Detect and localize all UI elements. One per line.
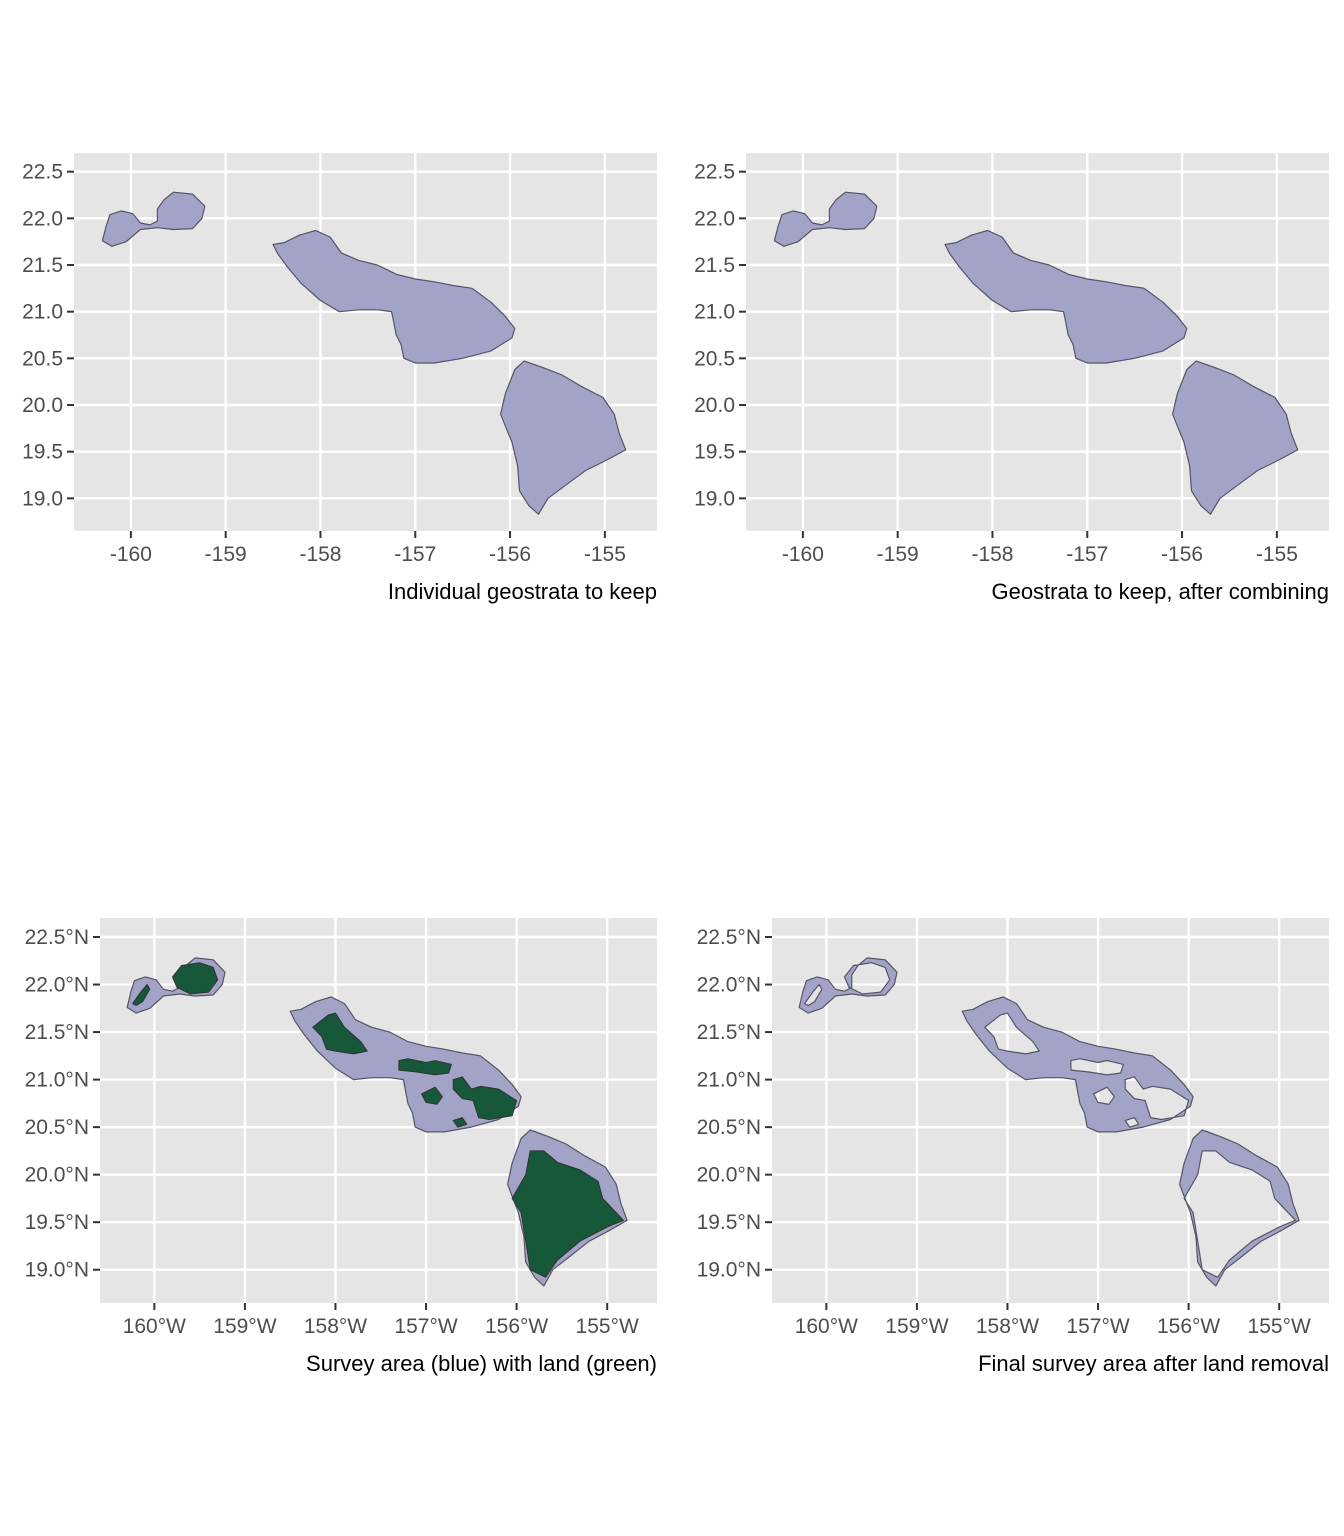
survey-polygon-maui-nui-oahu bbox=[944, 229, 1188, 364]
y-axis: 22.5°N 22.0°N 21.5°N 21.0°N 20.5°N 20.0°N 19.5… bbox=[25, 926, 100, 1282]
survey-minus-land-layer bbox=[798, 957, 1300, 1287]
land-polygon-molokai bbox=[398, 1058, 452, 1076]
map-panel-survey-with-land: 22.5°N 22.0°N 21.5°N 21.0°N 20.5°N 20.0°N 19.5… bbox=[25, 918, 657, 1376]
y-axis: 22.5°N 22.0°N 21.5°N 21.0°N 20.5°N 20.0°N 19.5… bbox=[697, 926, 772, 1282]
y-tick-label: 22.0°N bbox=[697, 974, 761, 997]
x-tick-label: 157°W bbox=[1066, 1315, 1129, 1338]
y-tick-label: 22.5°N bbox=[25, 926, 89, 949]
x-tick-label: -158 bbox=[971, 543, 1013, 566]
x-tick-label: -156 bbox=[1161, 543, 1203, 566]
survey-area-layer bbox=[773, 191, 1299, 515]
land-polygon-hawaii bbox=[511, 1150, 624, 1278]
y-tick-label: 22.5 bbox=[22, 161, 63, 184]
x-tick-label: 158°W bbox=[976, 1315, 1039, 1338]
y-tick-label: 22.5 bbox=[694, 161, 735, 184]
x-tick-label: 156°W bbox=[485, 1315, 548, 1338]
map-panel-combined-geostrata: 22.5 22.0 21.5 21.0 20.5 20.0 19.5 19.0 -160 -159… bbox=[694, 153, 1329, 604]
survey-polygon-kauai-niihau bbox=[101, 191, 206, 247]
y-tick-label: 22.5°N bbox=[697, 926, 761, 949]
y-tick-label: 21.5°N bbox=[697, 1021, 761, 1044]
y-tick-label: 22.0 bbox=[694, 207, 735, 230]
y-tick-label: 19.0 bbox=[22, 487, 63, 510]
y-tick-label: 20.0 bbox=[22, 394, 63, 417]
panel-caption: Final survey area after land removal bbox=[978, 1351, 1329, 1376]
panel-caption: Survey area (blue) with land (green) bbox=[306, 1351, 657, 1376]
y-tick-label: 19.0°N bbox=[25, 1259, 89, 1282]
x-tick-label: 155°W bbox=[1248, 1315, 1311, 1338]
x-tick-label: 155°W bbox=[576, 1315, 639, 1338]
land-polygon-maui bbox=[452, 1076, 518, 1120]
final-survey-polygon bbox=[798, 957, 1300, 1287]
y-tick-label: 20.0°N bbox=[25, 1164, 89, 1187]
x-tick-label: 157°W bbox=[394, 1315, 457, 1338]
y-tick-label: 22.0°N bbox=[25, 974, 89, 997]
y-tick-label: 21.0 bbox=[22, 301, 63, 324]
x-axis: -160 -159 -158 -157 -156 -155 bbox=[782, 531, 1298, 566]
x-tick-label: -159 bbox=[877, 543, 919, 566]
y-tick-label: 20.5 bbox=[22, 347, 63, 370]
land-polygon-oahu bbox=[312, 1012, 368, 1055]
land-polygon-lanai bbox=[421, 1086, 443, 1105]
land-polygon-niihau bbox=[132, 984, 151, 1006]
x-tick-label: 159°W bbox=[213, 1315, 276, 1338]
x-tick-label: 156°W bbox=[1157, 1315, 1220, 1338]
x-tick-label: -158 bbox=[299, 543, 341, 566]
x-tick-label: -160 bbox=[782, 543, 824, 566]
panel-caption: Individual geostrata to keep bbox=[388, 579, 657, 604]
y-tick-label: 20.0°N bbox=[697, 1164, 761, 1187]
y-axis: 22.5 22.0 21.5 21.0 20.5 20.0 19.5 19.0 bbox=[22, 161, 74, 510]
land-polygon-kauai bbox=[172, 962, 219, 995]
x-tick-label: 160°W bbox=[123, 1315, 186, 1338]
panel-background bbox=[772, 918, 1329, 1303]
y-tick-label: 20.5°N bbox=[25, 1116, 89, 1139]
gridlines bbox=[746, 153, 1329, 531]
y-tick-label: 19.5°N bbox=[25, 1211, 89, 1234]
y-tick-label: 21.0 bbox=[694, 301, 735, 324]
x-tick-label: 159°W bbox=[885, 1315, 948, 1338]
x-tick-label: -156 bbox=[489, 543, 531, 566]
y-tick-label: 20.5 bbox=[694, 347, 735, 370]
y-tick-label: 21.5 bbox=[22, 254, 63, 277]
x-tick-label: 160°W bbox=[795, 1315, 858, 1338]
y-tick-label: 20.5°N bbox=[697, 1116, 761, 1139]
panel-caption: Geostrata to keep, after combining bbox=[991, 579, 1329, 604]
x-tick-label: -159 bbox=[205, 543, 247, 566]
land-layer bbox=[132, 962, 624, 1278]
x-tick-label: 158°W bbox=[304, 1315, 367, 1338]
x-tick-label: -157 bbox=[1066, 543, 1108, 566]
y-axis: 22.5 22.0 21.5 21.0 20.5 20.0 19.5 19.0 bbox=[694, 161, 746, 510]
y-tick-label: 21.0°N bbox=[25, 1069, 89, 1092]
survey-area-layer bbox=[101, 191, 627, 515]
y-tick-label: 19.5°N bbox=[697, 1211, 761, 1234]
survey-polygon-big-island bbox=[1172, 360, 1299, 515]
map-panel-individual-geostrata: 22.5 22.0 21.5 21.0 20.5 20.0 19.5 19.0 -160 -159… bbox=[22, 153, 657, 604]
y-tick-label: 21.5°N bbox=[25, 1021, 89, 1044]
y-tick-label: 22.0 bbox=[22, 207, 63, 230]
map-panel-final-survey-area: 22.5°N 22.0°N 21.5°N 21.0°N 20.5°N 20.0°N 19.5… bbox=[697, 918, 1329, 1376]
y-tick-label: 21.5 bbox=[694, 254, 735, 277]
survey-polygon-kauai-niihau bbox=[773, 191, 878, 247]
y-tick-label: 19.0°N bbox=[697, 1259, 761, 1282]
land-polygon-kahoolawe bbox=[452, 1117, 468, 1128]
x-axis: 160°W 159°W 158°W 157°W 156°W 155°W bbox=[795, 1303, 1311, 1338]
y-tick-label: 19.5 bbox=[22, 441, 63, 464]
y-tick-label: 20.0 bbox=[694, 394, 735, 417]
x-axis: -160 -159 -158 -157 -156 -155 bbox=[110, 531, 626, 566]
survey-polygon-maui-nui-oahu bbox=[272, 229, 516, 364]
x-tick-label: -155 bbox=[584, 543, 626, 566]
y-tick-label: 21.0°N bbox=[697, 1069, 761, 1092]
x-tick-label: -155 bbox=[1256, 543, 1298, 566]
x-tick-label: -160 bbox=[110, 543, 152, 566]
y-tick-label: 19.0 bbox=[694, 487, 735, 510]
survey-polygon-big-island bbox=[500, 360, 627, 515]
y-tick-label: 19.5 bbox=[694, 441, 735, 464]
x-tick-label: -157 bbox=[394, 543, 436, 566]
x-axis: 160°W 159°W 158°W 157°W 156°W 155°W bbox=[123, 1303, 639, 1338]
